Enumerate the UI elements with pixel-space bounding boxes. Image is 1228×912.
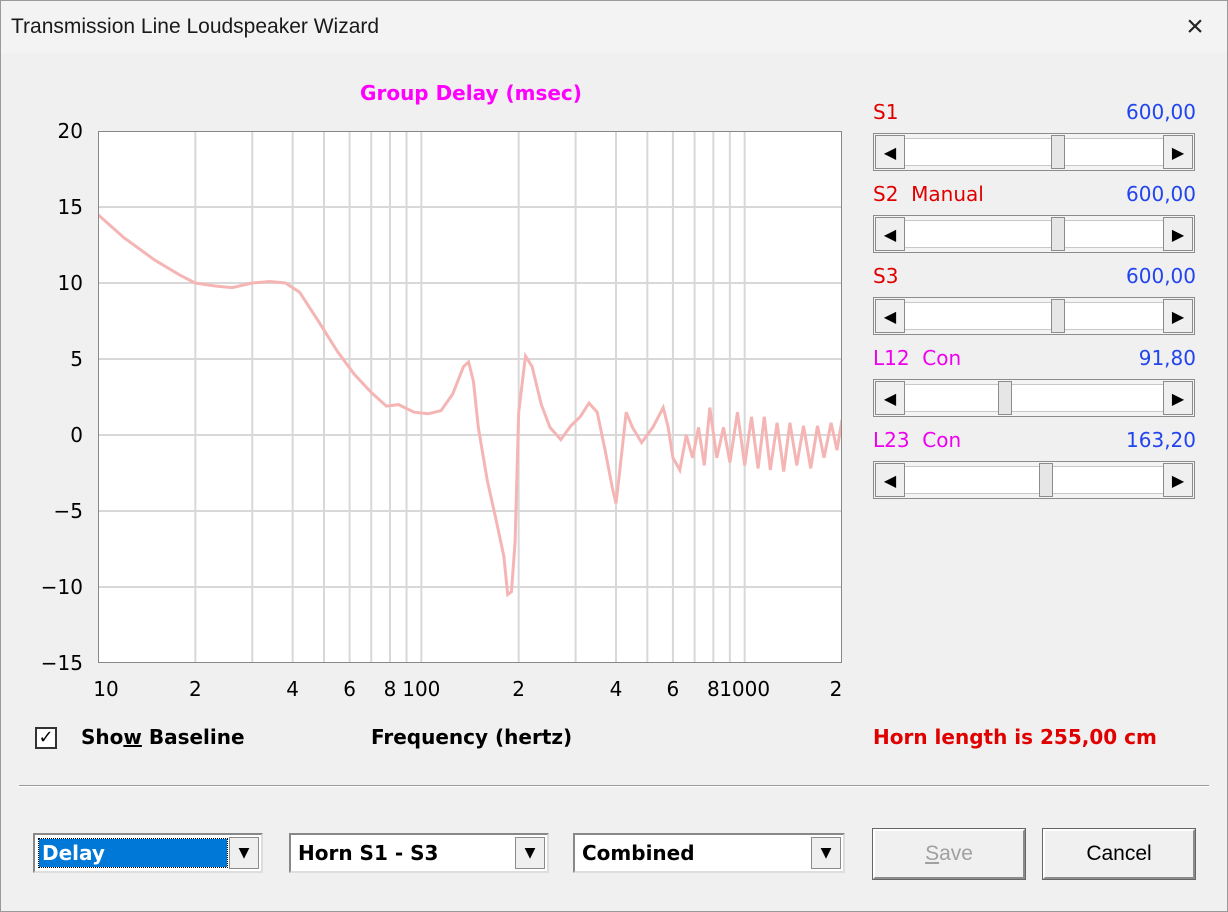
slider-scrollbar[interactable]: ◀ ▶ — [873, 461, 1195, 499]
slider-thumb[interactable] — [1051, 299, 1066, 333]
scroll-left-icon[interactable]: ◀ — [875, 299, 905, 333]
y-tick-label: 10 — [57, 271, 83, 295]
x-tick-label: 8 — [383, 677, 397, 701]
slider-value: 600,00 — [1126, 264, 1196, 288]
slider-scrollbar[interactable]: ◀ ▶ — [873, 215, 1195, 253]
slider-track[interactable] — [904, 138, 1164, 166]
mode-dropdown[interactable]: Delay ▼ — [33, 833, 263, 873]
y-tick-label: −5 — [53, 499, 83, 523]
source-dropdown[interactable]: Combined ▼ — [573, 833, 845, 873]
title-bar[interactable]: Transmission Line Loudspeaker Wizard × — [1, 1, 1227, 53]
scroll-left-icon[interactable]: ◀ — [875, 217, 905, 251]
plot-grid — [98, 131, 842, 663]
slider-value: 163,20 — [1126, 428, 1196, 452]
x-tick-label: 8 — [706, 677, 720, 701]
slider-scrollbar[interactable]: ◀ ▶ — [873, 379, 1195, 417]
x-tick-label: 6 — [666, 677, 680, 701]
slider-label: S3 — [873, 264, 899, 288]
x-tick-label: 2 — [188, 677, 202, 701]
x-tick-label: 2 — [512, 677, 526, 701]
x-tick-label: 4 — [286, 677, 300, 701]
close-icon[interactable]: × — [1186, 10, 1204, 43]
section-dropdown[interactable]: Horn S1 - S3 ▼ — [289, 833, 549, 873]
y-tick-label: 5 — [70, 347, 83, 371]
x-axis-label: Frequency (hertz) — [371, 725, 573, 749]
show-baseline-label[interactable]: Show Baseline — [81, 725, 245, 749]
scroll-left-icon[interactable]: ◀ — [875, 381, 905, 415]
y-tick-label: −15 — [40, 651, 83, 675]
source-dropdown-value: Combined — [582, 841, 695, 865]
slider-thumb[interactable] — [1051, 217, 1066, 251]
chevron-down-icon[interactable]: ▼ — [229, 837, 259, 869]
slider-value: 600,00 — [1126, 100, 1196, 124]
slider-value: 600,00 — [1126, 182, 1196, 206]
y-tick-label: 15 — [57, 195, 83, 219]
scroll-right-icon[interactable]: ▶ — [1163, 135, 1193, 169]
x-tick-label: 4 — [609, 677, 623, 701]
horn-length-text: Horn length is 255,00 cm — [873, 725, 1157, 749]
section-dropdown-value: Horn S1 - S3 — [298, 841, 439, 865]
scroll-left-icon[interactable]: ◀ — [875, 463, 905, 497]
scroll-left-icon[interactable]: ◀ — [875, 135, 905, 169]
window-title: Transmission Line Loudspeaker Wizard — [11, 15, 380, 38]
chart-title: Group Delay (msec) — [360, 81, 582, 105]
x-tick-label: 6 — [343, 677, 356, 701]
slider-track[interactable] — [904, 384, 1164, 412]
cancel-button[interactable]: Cancel — [1042, 828, 1196, 880]
slider-thumb[interactable] — [1039, 463, 1054, 497]
slider-label: L23 Con — [873, 428, 962, 452]
chevron-down-icon[interactable]: ▼ — [811, 837, 841, 869]
y-tick-label: −10 — [40, 575, 83, 599]
slider-track[interactable] — [904, 466, 1164, 494]
slider-scrollbar[interactable]: ◀ ▶ — [873, 133, 1195, 171]
mode-dropdown-value: Delay — [38, 838, 228, 868]
x-tick-label: 1000 — [719, 677, 771, 701]
slider-track[interactable] — [904, 220, 1164, 248]
scroll-right-icon[interactable]: ▶ — [1163, 299, 1193, 333]
slider-label: S2 Manual — [873, 182, 984, 206]
slider-thumb[interactable] — [997, 381, 1012, 415]
show-baseline-checkbox[interactable]: ✓ — [35, 727, 57, 749]
slider-label: S1 — [873, 100, 899, 124]
x-tick-label: 100 — [402, 677, 441, 701]
slider-label: L12 Con — [873, 346, 962, 370]
chevron-down-icon[interactable]: ▼ — [515, 837, 545, 869]
slider-value: 91,80 — [1138, 346, 1196, 370]
separator — [19, 785, 1209, 787]
y-tick-label: 20 — [57, 119, 83, 143]
scroll-right-icon[interactable]: ▶ — [1163, 381, 1193, 415]
slider-scrollbar[interactable]: ◀ ▶ — [873, 297, 1195, 335]
x-tick-label: 2 — [829, 677, 843, 701]
slider-thumb[interactable] — [1051, 135, 1066, 169]
slider-track[interactable] — [904, 302, 1164, 330]
group-delay-plot — [98, 131, 842, 663]
scroll-right-icon[interactable]: ▶ — [1163, 463, 1193, 497]
scroll-right-icon[interactable]: ▶ — [1163, 217, 1193, 251]
x-tick-label: 10 — [93, 677, 119, 701]
series-line — [98, 213, 842, 598]
y-tick-label: 0 — [70, 423, 83, 447]
